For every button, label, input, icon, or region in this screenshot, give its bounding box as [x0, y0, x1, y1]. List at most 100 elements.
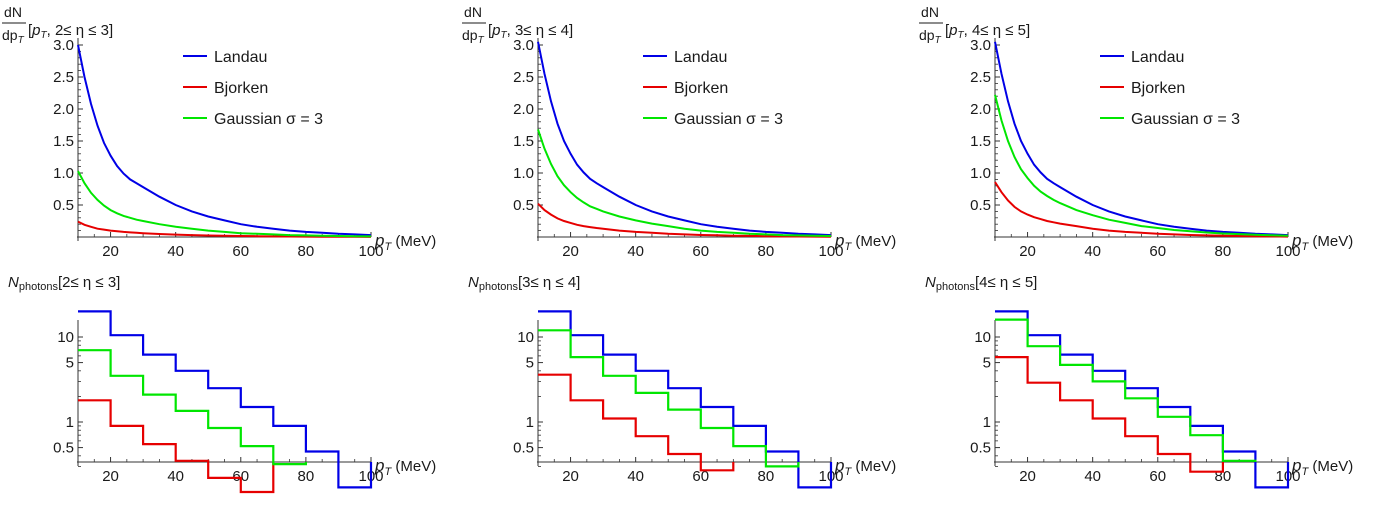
- series-line-bjorken: [537, 202, 832, 238]
- y-label-numerator: dN: [921, 4, 939, 20]
- series-steps-landau: [78, 310, 373, 489]
- y-label-denominator: dpT: [919, 27, 942, 46]
- x-tick-label: 80: [298, 243, 315, 260]
- legend-label-gaussian: Gaussian σ = 3: [674, 111, 783, 128]
- spectrum-panel-1: 20 40 60 80 100 0.5 1.0 1.5 2.0 2.5 3.0 Landau Bjork…: [2, 4, 436, 260]
- y-axis-label: dN dpT[pT, 2≤ η ≤ 3]: [2, 4, 113, 46]
- y-tick-label: 3.0: [513, 37, 534, 54]
- series-steps-landau: [538, 310, 833, 489]
- x-axis-label: pT (MeV): [374, 456, 436, 478]
- y-label-numerator: dN: [4, 4, 22, 20]
- series-line-bjorken: [994, 181, 1289, 238]
- y-tick-label: 5: [66, 355, 74, 372]
- x-tick-label: 80: [1215, 243, 1232, 260]
- y-tick-label: 10: [517, 329, 534, 346]
- y-tick-label: 2.0: [970, 101, 991, 118]
- y-axis-label: dN dpT[pT, 4≤ η ≤ 5]: [919, 4, 1030, 46]
- y-axis-label: dN dpT[pT, 3≤ η ≤ 4]: [462, 4, 573, 46]
- x-axis-label: pT (MeV): [374, 231, 436, 253]
- y-label-denominator: dpT: [462, 27, 485, 46]
- x-tick-label: 80: [758, 243, 775, 260]
- legend-label-bjorken: Bjorken: [674, 80, 728, 97]
- x-tick-label: 60: [232, 243, 249, 260]
- y-tick-label: 1.5: [53, 133, 74, 150]
- y-tick-label: 2.5: [53, 69, 74, 86]
- x-tick-label: 20: [562, 243, 579, 260]
- x-tick-label: 100: [1275, 243, 1300, 260]
- x-axis-label: pT (MeV): [834, 456, 896, 478]
- legend-label-landau: Landau: [674, 49, 727, 66]
- series-steps-bjorken: [538, 373, 735, 472]
- x-tick-label: 40: [167, 243, 184, 260]
- x-axis-label: pT (MeV): [1291, 456, 1353, 478]
- x-tick-label: 40: [1084, 243, 1101, 260]
- y-tick-label: 5: [526, 355, 534, 372]
- y-tick-label: 2.5: [970, 69, 991, 86]
- x-tick-label: 20: [1019, 243, 1036, 260]
- y-label-bracket: [pT, 3≤ η ≤ 4]: [488, 22, 573, 41]
- x-axis-label: pT (MeV): [834, 231, 896, 253]
- y-tick-label: 3.0: [970, 37, 991, 54]
- spectrum-panel-2: 20 40 60 80 100 0.5 1.0 1.5 2.0 2.5 3.0 Landau Bjork…: [462, 4, 896, 260]
- y-tick-label: 1.5: [970, 133, 991, 150]
- x-tick-label: 20: [562, 468, 579, 485]
- y-tick-label: 1.0: [53, 165, 74, 182]
- y-tick-label: 0.5: [970, 440, 991, 457]
- y-label-bracket: [pT, 2≤ η ≤ 3]: [28, 22, 113, 41]
- y-tick-label: 5: [983, 355, 991, 372]
- series-line-gaussian: [537, 129, 832, 237]
- y-tick-label: 1.0: [970, 165, 991, 182]
- x-tick-label: 40: [1084, 468, 1101, 485]
- series-steps-gaussian: [538, 329, 800, 468]
- x-tick-label: 40: [167, 468, 184, 485]
- series-steps-gaussian: [78, 349, 307, 466]
- series-line-landau: [994, 41, 1289, 237]
- x-tick-label: 20: [102, 468, 119, 485]
- x-tick-label: 60: [692, 468, 709, 485]
- legend-label-landau: Landau: [214, 49, 267, 66]
- series-steps-bjorken: [995, 356, 1224, 473]
- y-label-bracket: [pT, 4≤ η ≤ 5]: [945, 22, 1030, 41]
- x-tick-label: 80: [298, 468, 315, 485]
- series-steps-landau: [995, 310, 1290, 489]
- legend-label-landau: Landau: [1131, 49, 1184, 66]
- y-tick-label: 0.5: [970, 197, 991, 214]
- series-steps-bjorken: [78, 399, 275, 494]
- legend-label-bjorken: Bjorken: [214, 80, 268, 97]
- y-tick-label: 10: [974, 329, 991, 346]
- x-tick-label: 40: [627, 243, 644, 260]
- x-tick-label: 100: [818, 243, 843, 260]
- y-tick-label: 2.5: [513, 69, 534, 86]
- series-line-gaussian: [994, 94, 1289, 237]
- legend-label-gaussian: Gaussian σ = 3: [214, 111, 323, 128]
- y-tick-label: 1: [66, 414, 74, 431]
- y-tick-label: 0.5: [53, 440, 74, 457]
- y-tick-label: 1.5: [513, 133, 534, 150]
- x-tick-label: 60: [1149, 243, 1166, 260]
- spectrum-panel-3: 20 40 60 80 100 0.5 1.0 1.5 2.0 2.5 3.0 Landau Bjork…: [919, 4, 1353, 260]
- y-label-numerator: dN: [464, 4, 482, 20]
- legend-label-bjorken: Bjorken: [1131, 80, 1185, 97]
- y-tick-label: 2.0: [513, 101, 534, 118]
- y-axis-label: Nphotons[4≤ η ≤ 5]: [925, 274, 1037, 293]
- y-tick-label: 2.0: [53, 101, 74, 118]
- x-tick-label: 100: [358, 243, 383, 260]
- y-label-denominator: dpT: [2, 27, 25, 46]
- x-tick-label: 20: [102, 243, 119, 260]
- series-line-gaussian: [77, 170, 372, 238]
- y-tick-label: 0.5: [513, 197, 534, 214]
- y-tick-label: 1.0: [513, 165, 534, 182]
- y-tick-label: 1: [983, 414, 991, 431]
- y-axis-label: Nphotons[2≤ η ≤ 3]: [8, 274, 120, 293]
- y-tick-label: 0.5: [53, 197, 74, 214]
- series-line-landau: [537, 41, 832, 237]
- series-steps-gaussian: [995, 318, 1257, 462]
- legend-label-gaussian: Gaussian σ = 3: [1131, 111, 1240, 128]
- series-line-bjorken: [77, 220, 372, 238]
- x-axis-label: pT (MeV): [1291, 231, 1353, 253]
- series-line-landau: [77, 44, 372, 237]
- y-axis-label: Nphotons[3≤ η ≤ 4]: [468, 274, 580, 293]
